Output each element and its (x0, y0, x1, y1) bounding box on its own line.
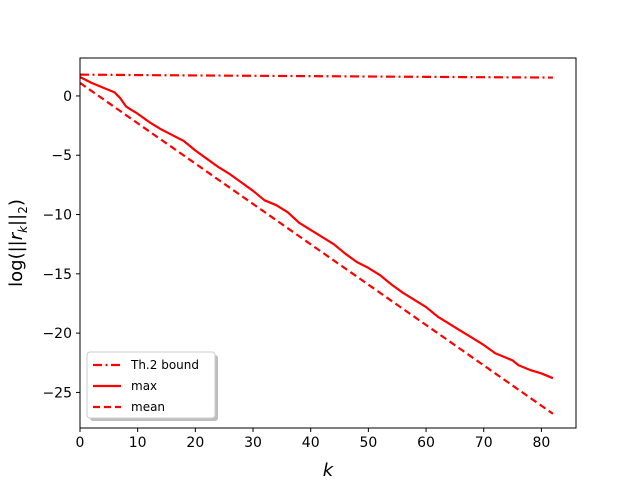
legend-box (86, 351, 216, 419)
x-tick-label: 80 (532, 435, 550, 451)
series-line-th-2-bound (79, 73, 553, 79)
x-tick-label: 70 (475, 435, 493, 451)
x-tick-label: 20 (186, 435, 204, 451)
legend-label: Th.2 bound (130, 358, 199, 372)
x-tick-label: 30 (244, 435, 262, 451)
series-line-mean (79, 81, 554, 415)
y-tick-label: −10 (42, 208, 72, 224)
y-tick-label: −25 (42, 385, 72, 401)
y-tick-label: 0 (63, 89, 72, 105)
ticks-layer: 0 10 20 30 40 50 60 70 80 0 −5 −10 −15 −20 −25 (42, 89, 550, 451)
x-tick-label: 50 (359, 435, 377, 451)
x-tick-label: 40 (302, 435, 320, 451)
legend-label: max (131, 379, 157, 393)
x-tick-label: 0 (76, 435, 85, 451)
legend: Th.2 bound max mean (86, 351, 218, 421)
x-tick-label: 10 (129, 435, 147, 451)
y-axis-label: log(||rk||2) (6, 199, 30, 287)
legend-label: mean (131, 400, 165, 414)
axes-frame (79, 57, 577, 429)
series-layer (79, 73, 554, 415)
y-tick-label: −5 (51, 148, 72, 164)
x-tick-label: 60 (417, 435, 435, 451)
y-tick-label: −20 (42, 326, 72, 342)
y-tick-label: −15 (42, 267, 72, 283)
series-line-max (79, 75, 554, 380)
x-axis-label: k (323, 460, 335, 480)
